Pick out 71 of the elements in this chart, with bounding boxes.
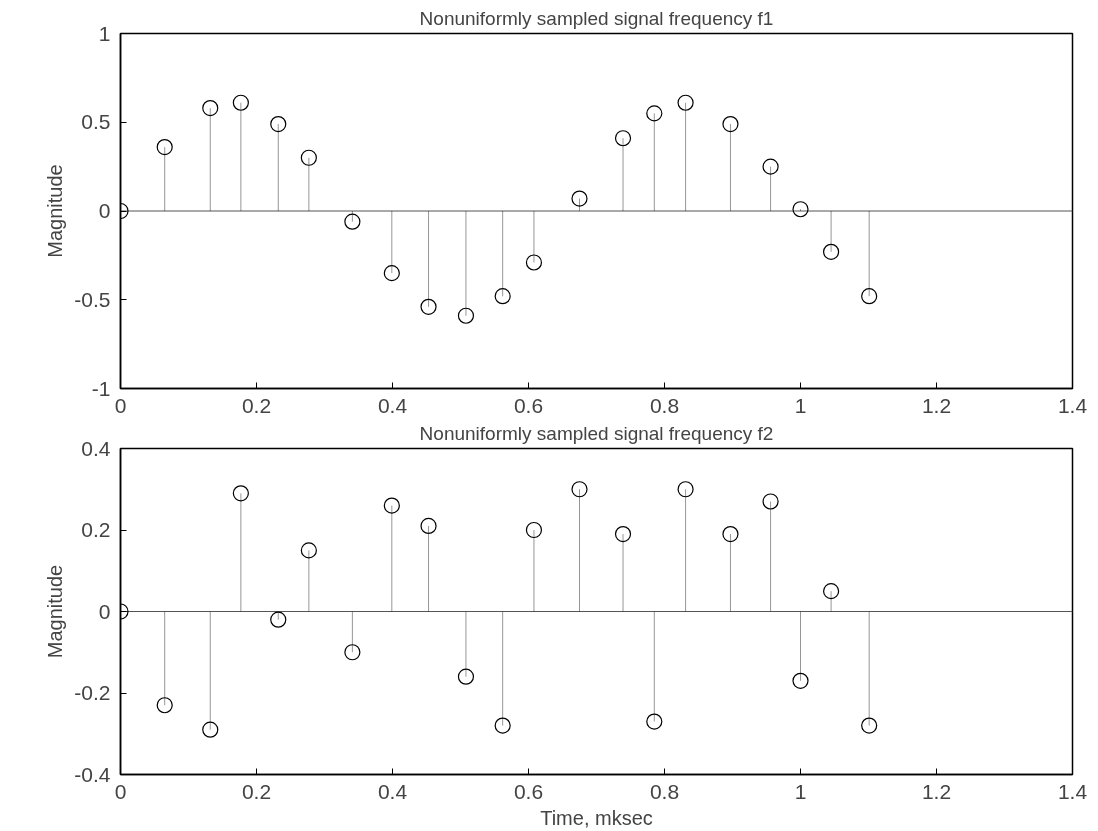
point: [383, 265, 400, 282]
x-tick-label: 1.4: [1057, 393, 1088, 417]
chart-title: Nonuniformly sampled signal frequency f2: [419, 422, 774, 444]
point: [722, 525, 739, 543]
x-tick-label: 0.8: [649, 393, 680, 417]
point: [270, 115, 287, 133]
y-tick-label: 1: [98, 21, 111, 45]
y-tick-label: -0.5: [74, 287, 111, 311]
y-tick-label: 0: [98, 199, 111, 222]
point: [156, 697, 173, 714]
x-tick-label: 1.2: [921, 779, 952, 803]
y-tick-label: -1: [91, 376, 111, 400]
x-tick-label: 0.8: [649, 779, 680, 803]
x-tick-label: 1.4: [1057, 779, 1088, 803]
point: [202, 721, 219, 738]
point: [677, 94, 694, 111]
y-tick-label: 0.5: [81, 110, 111, 134]
chart-title: Nonuniformly sampled signal frequency f1: [419, 7, 774, 29]
x-tick-label: 1: [794, 393, 807, 417]
point: [156, 139, 173, 156]
point: [300, 542, 317, 559]
point: [792, 201, 809, 218]
point: [823, 583, 840, 600]
y-tick-label: 0.4: [81, 436, 111, 460]
y-tick-label: 0.2: [81, 518, 111, 541]
x-tick-label: 0.4: [377, 393, 408, 417]
point: [677, 481, 694, 498]
point: [420, 298, 437, 315]
y-axis-title: Magnitude: [44, 164, 67, 258]
point: [232, 94, 249, 111]
point: [457, 668, 475, 685]
point: [571, 481, 588, 498]
y-axis-title: Magnitude: [44, 564, 67, 659]
point: [614, 130, 632, 147]
x-tick-label: 1.2: [921, 393, 952, 417]
point: [344, 644, 361, 661]
x-tick-label: 1: [794, 779, 807, 803]
point: [344, 213, 361, 230]
point: [861, 717, 878, 734]
point: [792, 672, 809, 689]
x-tick-label: 0.4: [377, 779, 408, 803]
point: [762, 158, 779, 175]
x-axis-title: Time, mksec: [540, 806, 653, 829]
point: [232, 485, 249, 502]
point: [270, 611, 287, 628]
point: [861, 288, 878, 305]
point: [646, 105, 663, 122]
point: [571, 190, 588, 207]
point: [300, 149, 317, 166]
point: [494, 717, 511, 734]
y-tick-label: -0.4: [74, 762, 111, 786]
y-tick-label: 0: [98, 599, 111, 623]
point: [457, 307, 475, 324]
x-tick-label: 0.6: [513, 393, 544, 417]
point: [383, 497, 400, 514]
point: [646, 713, 663, 730]
x-tick-label: 0.2: [241, 779, 272, 803]
x-tick-label: 0.6: [513, 779, 544, 803]
point: [525, 521, 543, 539]
x-tick-label: 0: [114, 393, 127, 417]
y-tick-label: -0.2: [74, 681, 111, 704]
point: [762, 493, 779, 510]
x-tick-label: 0: [114, 779, 127, 803]
x-tick-label: 0.2: [241, 393, 272, 417]
point: [614, 525, 632, 543]
point: [722, 115, 739, 133]
point: [494, 288, 511, 305]
point: [420, 517, 437, 535]
point: [202, 99, 219, 117]
point: [525, 254, 543, 271]
point: [823, 243, 840, 260]
